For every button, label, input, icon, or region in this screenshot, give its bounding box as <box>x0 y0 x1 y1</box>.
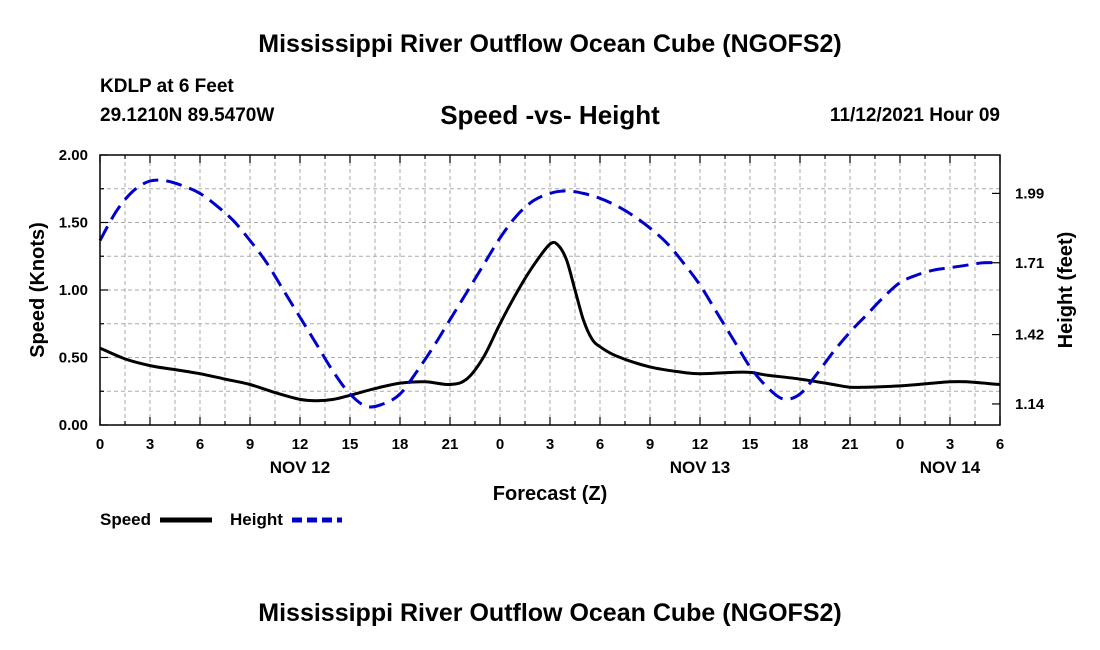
x-tick-label: 0 <box>496 436 504 453</box>
x-tick-label: 9 <box>646 436 654 453</box>
x-tick-label: 18 <box>392 436 409 453</box>
x-tick-label: 6 <box>596 436 604 453</box>
chart-legend: Speed Height <box>100 510 342 529</box>
x-tick-label: 15 <box>742 436 759 453</box>
x-tick-label: 0 <box>896 436 904 453</box>
chart-series <box>98 178 1001 409</box>
legend-height-label: Height <box>230 510 283 529</box>
x-tick-label: 21 <box>842 436 859 453</box>
x-tick-label: 6 <box>196 436 204 453</box>
y2-tick-label: 1.14 <box>1015 396 1045 413</box>
chart-subtitle: Speed -vs- Height <box>440 100 660 130</box>
x-axis-label: Forecast (Z) <box>493 483 607 505</box>
y-tick-label: 1.00 <box>59 282 88 299</box>
y-tick-label: 1.50 <box>59 215 88 232</box>
height-series-line <box>98 178 1001 409</box>
x-tick-label: 3 <box>546 436 554 453</box>
x-date-label: NOV 13 <box>670 458 730 477</box>
x-tick-label: 18 <box>792 436 809 453</box>
legend-speed-label: Speed <box>100 510 151 529</box>
station-coordinates: 29.1210N 89.5470W <box>100 105 275 126</box>
x-date-label: NOV 12 <box>270 458 330 477</box>
y-tick-label: 0.00 <box>59 417 88 434</box>
x-tick-label: 3 <box>146 436 154 453</box>
x-tick-label: 6 <box>996 436 1004 453</box>
x-date-label: NOV 14 <box>920 458 981 477</box>
x-tick-label: 0 <box>96 436 104 453</box>
x-tick-label: 15 <box>342 436 359 453</box>
y2-tick-label: 1.99 <box>1015 185 1044 202</box>
x-tick-label: 12 <box>692 436 709 453</box>
x-tick-label: 21 <box>442 436 459 453</box>
footer-title: Mississippi River Outflow Ocean Cube (NG… <box>258 599 842 627</box>
y2-tick-label: 1.42 <box>1015 327 1044 344</box>
y-tick-label: 0.50 <box>59 350 88 367</box>
forecast-datetime: 11/12/2021 Hour 09 <box>829 105 1000 126</box>
x-tick-label: 9 <box>246 436 254 453</box>
y2-tick-label: 1.71 <box>1015 255 1044 272</box>
chart-main-title: Mississippi River Outflow Ocean Cube (NG… <box>258 30 842 58</box>
station-label: KDLP at 6 Feet <box>100 76 234 97</box>
speed-series-line <box>99 240 1001 403</box>
y2-axis-label: Height (feet) <box>1055 232 1077 349</box>
chart-grid <box>99 154 1001 426</box>
y-axis-label: Speed (Knots) <box>27 222 49 358</box>
x-tick-label: 12 <box>292 436 309 453</box>
y-tick-label: 2.00 <box>59 147 88 164</box>
chart-axes: 0 3 6 9 12 15 18 21 0 3 6 9 12 15 18 21 0 3 6 NOV 12 NOV 13 N… <box>59 147 1045 477</box>
x-tick-label: 3 <box>946 436 954 453</box>
